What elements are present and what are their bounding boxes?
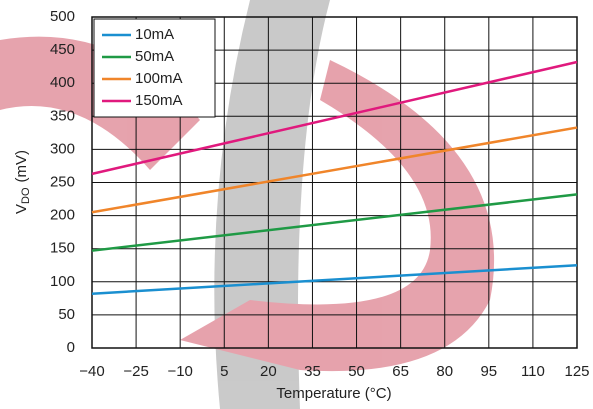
legend-label: 100mA [135, 70, 183, 87]
y-tick-label: 300 [50, 140, 75, 157]
y-label-sub: DO [20, 187, 32, 204]
legend-label: 10mA [135, 26, 174, 43]
legend-label: 50mA [135, 48, 174, 65]
y-tick-label: 50 [58, 306, 75, 323]
x-tick-label: −25 [123, 363, 148, 380]
x-tick-label: −40 [79, 363, 104, 380]
x-tick-label: 50 [348, 363, 365, 380]
x-tick-label: 5 [220, 363, 228, 380]
legend-label: 150mA [135, 92, 183, 109]
series-line [91, 193, 578, 252]
x-tick-label: 95 [480, 363, 497, 380]
x-tick-label: 20 [260, 363, 277, 380]
y-label-unit: (mV) [13, 150, 30, 183]
y-tick-label: 200 [50, 207, 75, 224]
series-line [91, 126, 578, 214]
plot-frame [91, 16, 578, 349]
x-tick-label: 110 [521, 363, 545, 380]
x-tick-label: 65 [392, 363, 409, 380]
y-axis-label: VDO (mV) [13, 150, 32, 214]
y-tick-label: 0 [67, 339, 75, 356]
x-tick-label: 125 [564, 363, 589, 380]
y-tick-label: 400 [50, 74, 75, 91]
y-tick-label: 100 [50, 273, 75, 290]
x-tick-label: 35 [304, 363, 321, 380]
y-label-main: V [13, 204, 30, 214]
y-tick-label: 350 [50, 107, 75, 124]
legend: 10mA 50mA 100mA 150mA [93, 18, 216, 118]
series-line [91, 60, 578, 176]
series-line [91, 264, 578, 295]
y-tick-label: 250 [50, 173, 75, 190]
x-tick-label: 80 [436, 363, 453, 380]
y-tick-label: 500 [50, 8, 75, 25]
y-tick-label: 450 [50, 41, 75, 58]
x-axis-label: Temperature (°C) [276, 385, 391, 402]
x-tick-label: −10 [167, 363, 192, 380]
y-tick-label: 150 [50, 240, 75, 257]
